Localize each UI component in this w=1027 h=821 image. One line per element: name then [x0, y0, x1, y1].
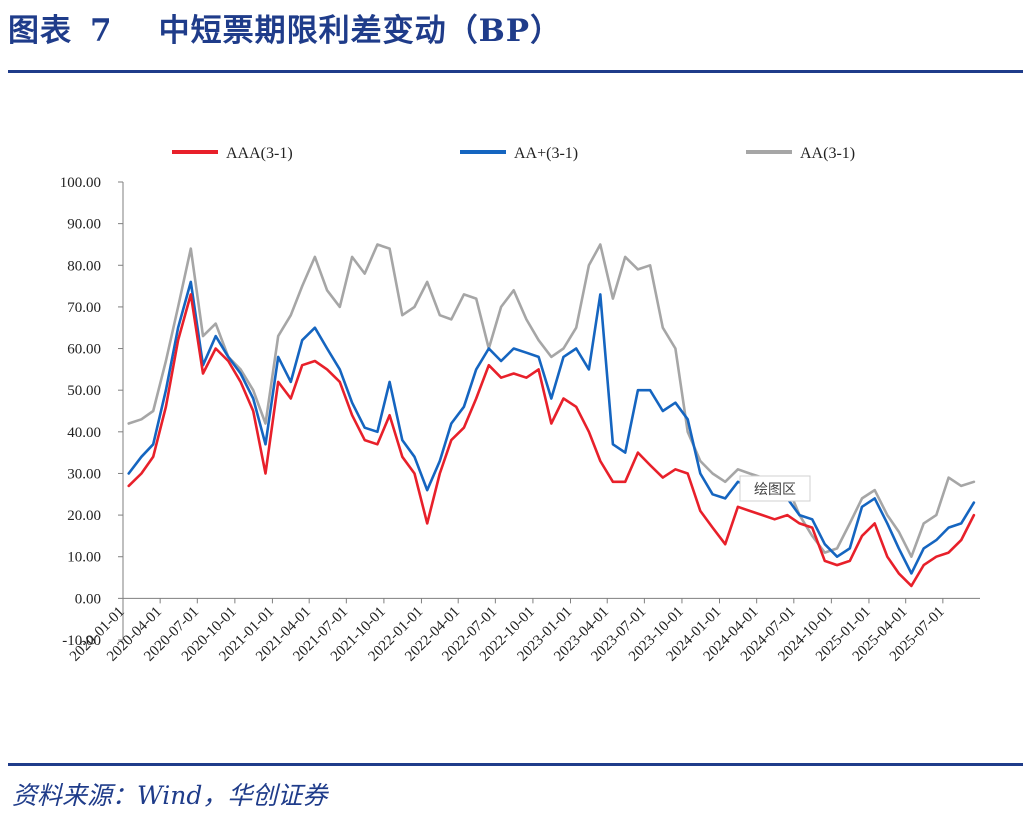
annotation-text: 绘图区 [754, 482, 796, 498]
legend-label-aa-3-1: AA+(3-1) [514, 145, 578, 162]
footer-rule [8, 763, 1023, 766]
series-line-aa-3-1 [127, 243, 976, 559]
y-tick-label: 100.00 [60, 175, 101, 191]
y-tick-label: -10.00 [62, 633, 101, 649]
figure-number: 7 [90, 13, 113, 49]
y-tick-label: 20.00 [67, 508, 101, 524]
legend-label-aaa-3-1: AAA(3-1) [226, 145, 293, 162]
y-axis: 100.00 90.00 80.00 70.00 60.00 50.00 40.00 30.0… [60, 175, 124, 649]
chart-legend: AAA(3-1) AA+(3-1) AA(3-1) [172, 145, 855, 162]
series-line-aaa-3-1 [127, 293, 976, 588]
title-rule [8, 70, 1023, 73]
y-tick-label: 70.00 [67, 300, 101, 316]
plot-area-annotation: 绘图区 [739, 475, 811, 502]
y-tick-label: 30.00 [67, 466, 101, 482]
y-tick-label: 40.00 [67, 425, 101, 441]
y-tick-label: 10.00 [67, 550, 101, 566]
figure-label: 图表 [8, 13, 72, 49]
y-tick-label: 50.00 [67, 383, 101, 399]
figure-title-text: 中短票期限利差变动（BP） [158, 13, 563, 49]
figure-title: 图表 7 中短票期限利差变动（BP） [8, 6, 562, 56]
y-tick-label: 90.00 [67, 217, 101, 233]
y-tick-label: 60.00 [67, 342, 101, 358]
legend-label-aa-3-1: AA(3-1) [800, 145, 855, 162]
y-tick-label: 0.00 [75, 591, 101, 607]
x-axis: 2020-01-012020-04-012020-07-012020-10-01… [67, 597, 980, 665]
y-tick-label: 80.00 [67, 258, 101, 274]
series-line-aa-3-1 [127, 280, 976, 575]
series-layer [127, 243, 976, 588]
annotation-box [739, 475, 811, 502]
source-note: 资料来源：Wind，华创证券 [12, 781, 328, 810]
